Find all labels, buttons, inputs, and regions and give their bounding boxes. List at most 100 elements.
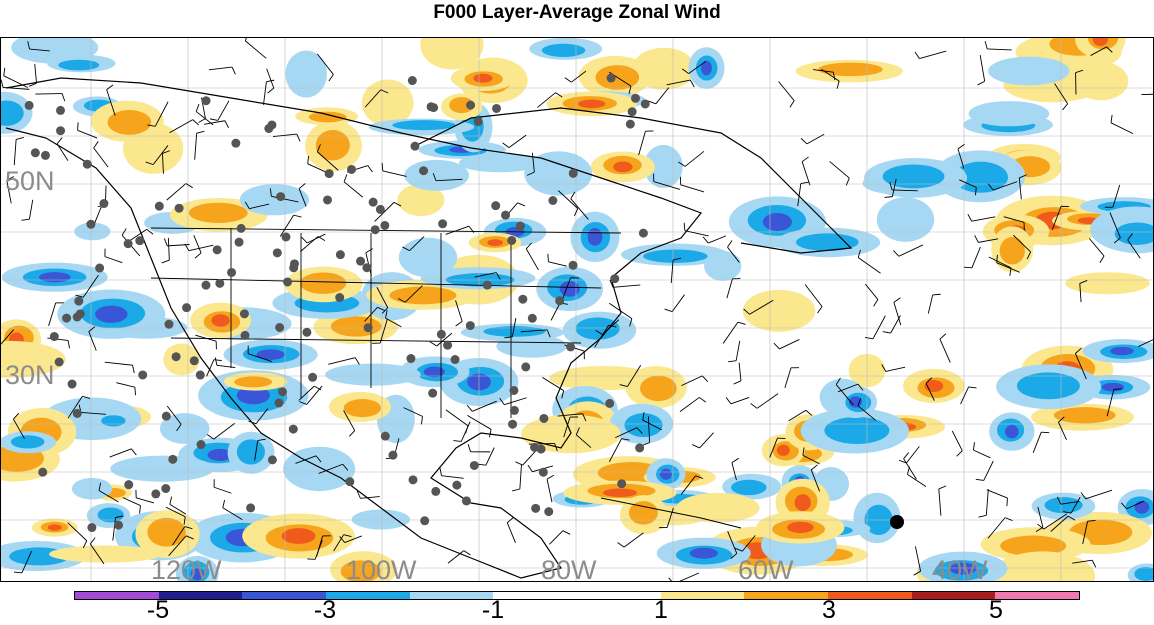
wind-barb (692, 445, 699, 448)
wind-barb (466, 426, 468, 434)
wind-barb (105, 257, 122, 263)
anomaly-contour (690, 548, 718, 559)
station-dot (466, 321, 475, 330)
wind-barb (189, 245, 213, 250)
wind-barb (874, 300, 878, 307)
colorbar-label-1: 1 (654, 596, 668, 625)
anomaly-contour (473, 74, 492, 83)
station-dot (635, 443, 644, 452)
wind-barb (1, 80, 3, 88)
wind-barb (571, 199, 589, 220)
anomaly-contour (39, 272, 71, 282)
anomaly-contour (344, 399, 381, 417)
wind-barb (225, 121, 229, 128)
station-dot (323, 195, 332, 204)
wind-barb (355, 358, 359, 365)
wind-barb (57, 144, 68, 161)
colorbar-label-neg5: -5 (147, 596, 169, 625)
wind-barb (168, 238, 169, 260)
anomaly-contour (487, 239, 503, 246)
station-dot (135, 236, 144, 245)
station-dot (419, 166, 428, 175)
station-dot (501, 211, 510, 220)
station-dot (347, 165, 356, 174)
lon-label-100w: 100W (346, 555, 417, 582)
wind-barb (308, 156, 309, 164)
anomaly-contour (988, 57, 1069, 86)
station-dot (213, 245, 222, 254)
station-dot (138, 370, 147, 379)
wind-barb (672, 295, 684, 312)
station-dot (626, 120, 635, 129)
anomaly-contour (404, 160, 469, 191)
station-dot (283, 277, 292, 286)
wind-barb (344, 174, 347, 181)
station-dot (528, 314, 537, 323)
anomaly-contour (824, 417, 889, 444)
wind-barb (979, 515, 987, 517)
station-dot (516, 222, 525, 231)
colorbar-segment (493, 592, 577, 599)
wind-barb (684, 223, 685, 231)
wind-barb (170, 497, 172, 505)
station-dot (76, 309, 85, 318)
wind-barb (802, 157, 808, 162)
station-dot (246, 503, 255, 512)
wind-barb (14, 572, 22, 573)
wind-barb (873, 316, 885, 339)
anomaly-contour (613, 162, 632, 173)
anomaly-contour (1065, 272, 1149, 294)
station-dot (237, 224, 246, 233)
anomaly-contour (743, 290, 816, 332)
wind-barb (446, 226, 469, 234)
anomaly-contour (58, 60, 99, 71)
station-dot (151, 489, 160, 498)
wind-barb (699, 397, 705, 402)
station-dot (605, 399, 614, 408)
wind-barb (94, 148, 108, 167)
anomaly-contour (588, 228, 603, 246)
wind-barb (245, 38, 248, 41)
wind-barb (886, 367, 905, 371)
station-dot (610, 274, 619, 283)
wind-barb (218, 101, 229, 121)
wind-barb (891, 315, 901, 333)
wind-barb (958, 144, 965, 149)
anomaly-contour (352, 510, 410, 530)
station-dot (87, 523, 96, 532)
wind-barb (136, 498, 154, 503)
station-dot (274, 398, 283, 407)
map-canvas (1, 38, 1154, 582)
wind-barb (968, 214, 972, 221)
station-dot (55, 357, 64, 366)
colorbar-segment (577, 592, 661, 599)
station-dot (114, 521, 123, 530)
wind-barb (430, 342, 437, 346)
wind-barb (509, 135, 526, 147)
anomaly-contour (560, 281, 580, 297)
wind-barb (565, 78, 572, 83)
wind-barb (702, 376, 707, 382)
station-dot (438, 219, 447, 228)
station-dot (74, 297, 83, 306)
wind-barb (116, 383, 135, 387)
anomaly-contour (237, 439, 265, 464)
lat-label-30n: 30N (5, 360, 55, 391)
wind-barb (548, 262, 566, 266)
wind-barb (904, 453, 909, 459)
station-dot (99, 199, 108, 208)
wind-barb (107, 85, 113, 90)
station-dot (273, 248, 282, 257)
station-dot (474, 117, 483, 126)
station-dot (451, 355, 460, 364)
wind-barb (1111, 123, 1133, 134)
station-dot (509, 386, 518, 395)
wind-barb (467, 405, 472, 411)
lon-label-120w: 120W (151, 555, 222, 582)
wind-barb (665, 309, 673, 312)
anomaly-contour (48, 524, 62, 530)
wind-barb (512, 489, 520, 491)
wind-barb (133, 365, 135, 373)
colorbar-segment (661, 592, 745, 599)
anomaly-contour (72, 478, 112, 500)
